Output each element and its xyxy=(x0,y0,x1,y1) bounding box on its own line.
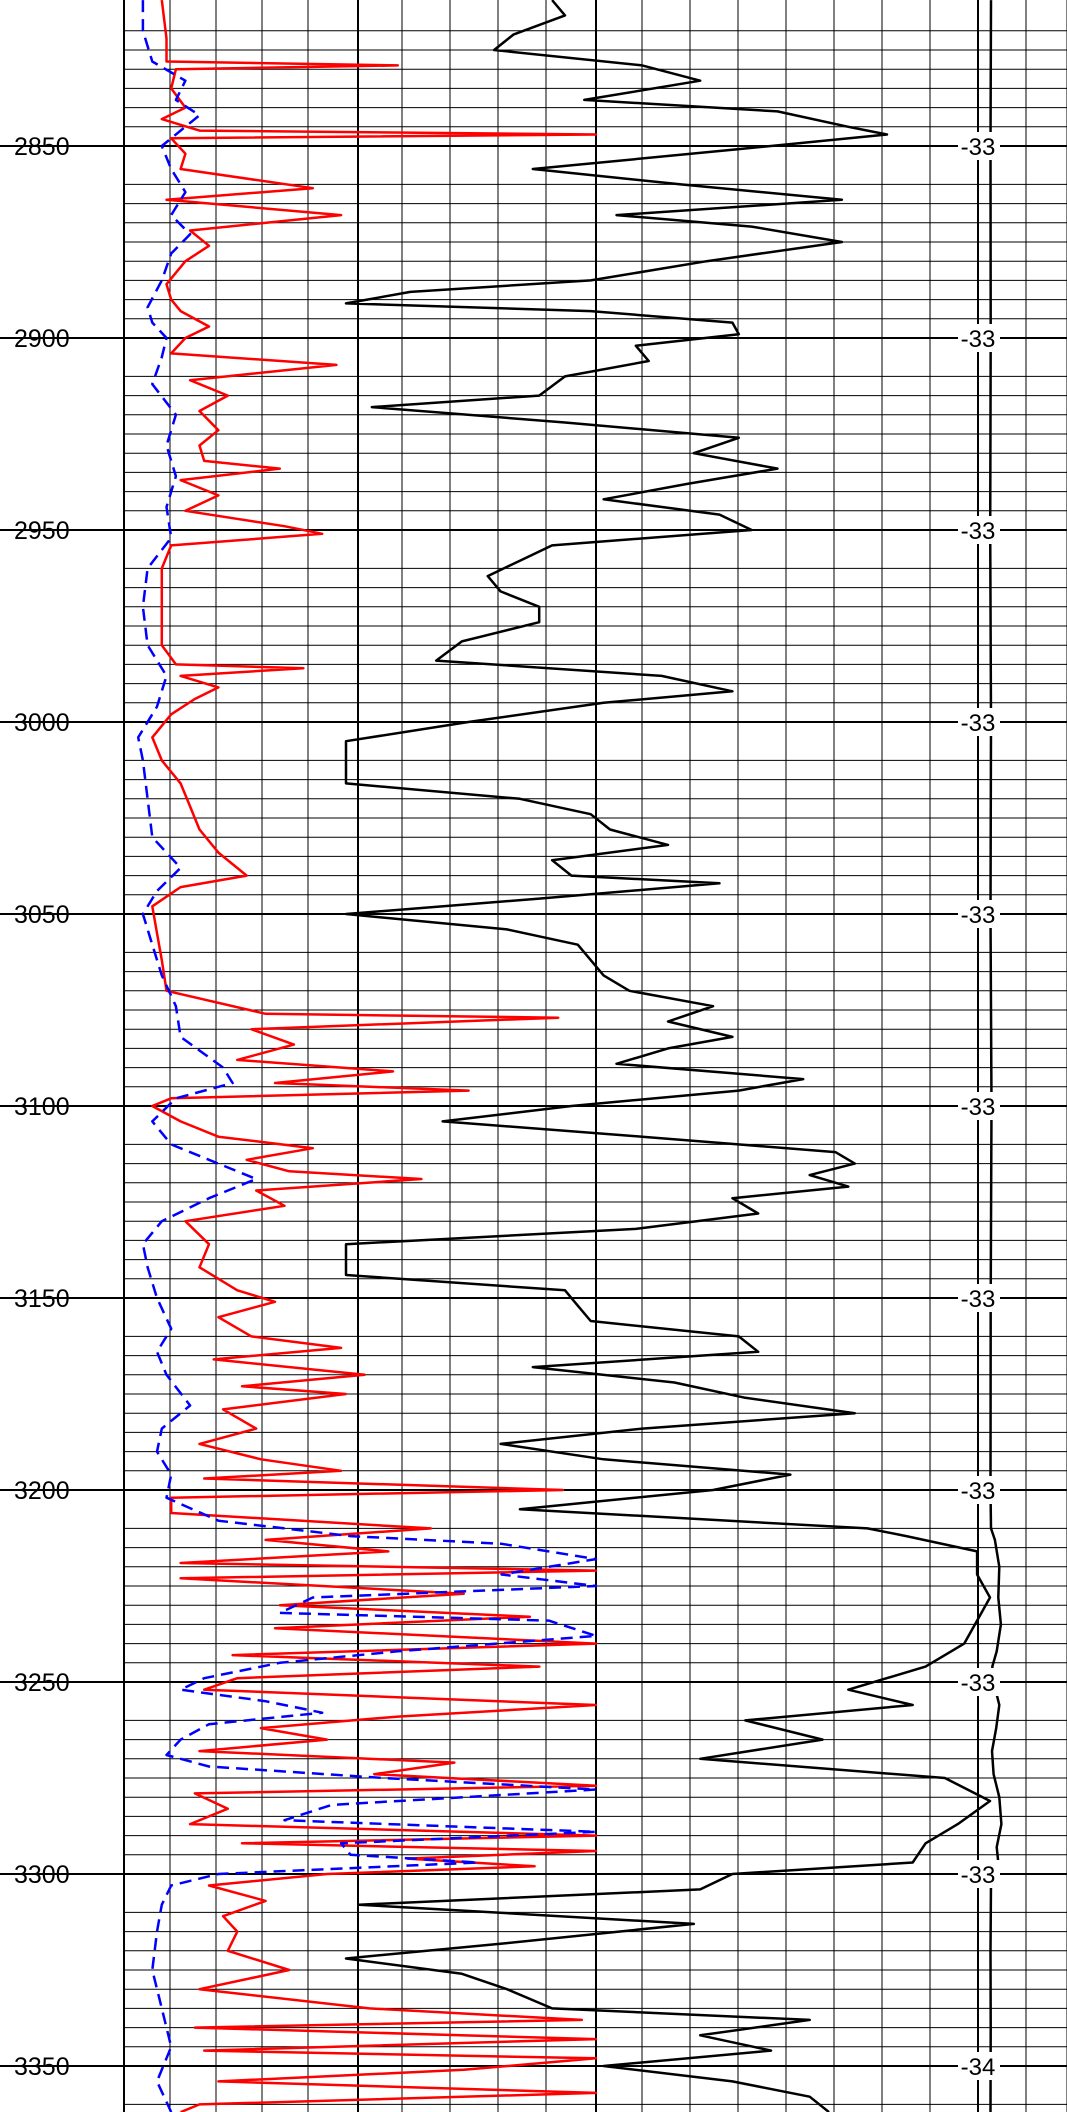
depth-tick-label: 3250 xyxy=(14,1669,70,1697)
trace-value-label: -33 xyxy=(961,902,996,929)
trace-value-label: -33 xyxy=(961,1286,996,1313)
depth-tick-label: 2900 xyxy=(14,325,70,353)
trace-label-background xyxy=(958,1092,1000,1120)
depth-tick-label: 3350 xyxy=(14,2053,70,2081)
depth-tick-label: 3000 xyxy=(14,709,70,737)
depth-tick-label: 3300 xyxy=(14,1861,70,1889)
trace-label-background xyxy=(958,516,1000,544)
trace-value-label: -33 xyxy=(961,1670,996,1697)
depth-tick-label: 3100 xyxy=(14,1093,70,1121)
trace-labels: -33 -33 -33 -33 -33 -33 -33 -33 -33 -33 -34 xyxy=(958,132,1000,2081)
trace-label-background xyxy=(958,1476,1000,1504)
trace-value-label: -33 xyxy=(961,1862,996,1889)
left-track-curve-1 xyxy=(136,0,598,2112)
trace-label-background xyxy=(958,1668,1000,1696)
trace-value-label: -33 xyxy=(961,134,996,161)
trace-value-label: -33 xyxy=(961,710,996,737)
trace-value-label: -33 xyxy=(961,1478,996,1505)
trace-label-background xyxy=(958,324,1000,352)
right-track-curve-0 xyxy=(988,0,1003,2112)
depth-tick-label: 3050 xyxy=(14,901,70,929)
trace-value-label: -33 xyxy=(961,326,996,353)
trace-label-background xyxy=(958,708,1000,736)
depth-tick-label: 3150 xyxy=(14,1285,70,1313)
middle-track-curve-0 xyxy=(344,0,992,2112)
trace-value-label: -33 xyxy=(961,518,996,545)
depth-tick-label: 3200 xyxy=(14,1477,70,1505)
depth-tick-label: 2850 xyxy=(14,133,70,161)
trace-label-background xyxy=(958,1860,1000,1888)
trace-value-label: -34 xyxy=(961,2054,996,2081)
trace-value-label: -33 xyxy=(961,1094,996,1121)
trace-label-background xyxy=(958,2052,1000,2080)
left-track-curve-0 xyxy=(151,0,598,2112)
log-curves xyxy=(136,0,1003,2112)
trace-label-background xyxy=(958,900,1000,928)
trace-label-background xyxy=(958,132,1000,160)
depth-tick-label: 2950 xyxy=(14,517,70,545)
trace-label-background xyxy=(958,1284,1000,1312)
depth-axis: 2850 2900 2950 3000 3050 3100 3150 3200 3250 3300… xyxy=(14,133,70,2081)
